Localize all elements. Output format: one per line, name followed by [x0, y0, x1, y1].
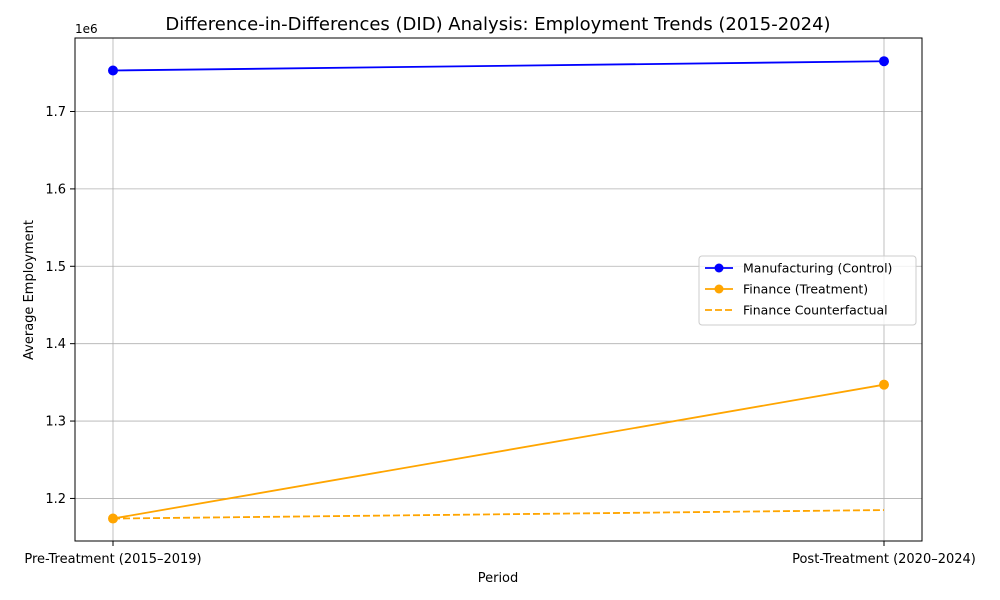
series-point-0 [879, 56, 889, 67]
y-tick-label: 1.3 [45, 415, 66, 430]
legend-label: Finance Counterfactual [743, 303, 888, 318]
series-line-1 [112, 383, 885, 520]
legend-label: Finance (Treatment) [743, 282, 868, 297]
y-tick-label: 1.5 [45, 260, 66, 275]
series-line-0 [112, 60, 885, 72]
series-point-0 [108, 65, 118, 76]
x-tick-label: Post-Treatment (2020–2024) [792, 552, 976, 567]
legend-label: Manufacturing (Control) [743, 261, 892, 276]
y-tick-label: 1.6 [45, 182, 66, 197]
legend-box [698, 255, 917, 326]
x-axis-label: Period [478, 571, 519, 586]
legend-swatch-marker [714, 263, 724, 273]
y-tick-label: 1.2 [45, 492, 66, 507]
y-axis-label: Average Employment [22, 220, 37, 360]
series-point-1 [879, 379, 889, 390]
series-line-2 [112, 509, 885, 520]
x-axis-ticks: Pre-Treatment (2015–2019) Post-Treatment … [24, 541, 976, 567]
plot-frame [74, 37, 923, 542]
legend: Manufacturing (Control) Finance (Treatmen… [698, 255, 917, 326]
y-axis-ticks: 1.2 1.3 1.4 1.5 1.6 1.7 [45, 105, 75, 507]
chart-title: Difference-in-Differences (DID) Analysis… [165, 14, 830, 35]
y-offset-label: 1e6 [75, 22, 98, 36]
grid-lines [75, 38, 922, 541]
y-tick-label: 1.4 [45, 337, 66, 352]
y-tick-label: 1.7 [45, 105, 66, 120]
legend-swatch-marker [714, 284, 724, 294]
series-lines [108, 56, 889, 524]
x-tick-label: Pre-Treatment (2015–2019) [24, 552, 201, 567]
